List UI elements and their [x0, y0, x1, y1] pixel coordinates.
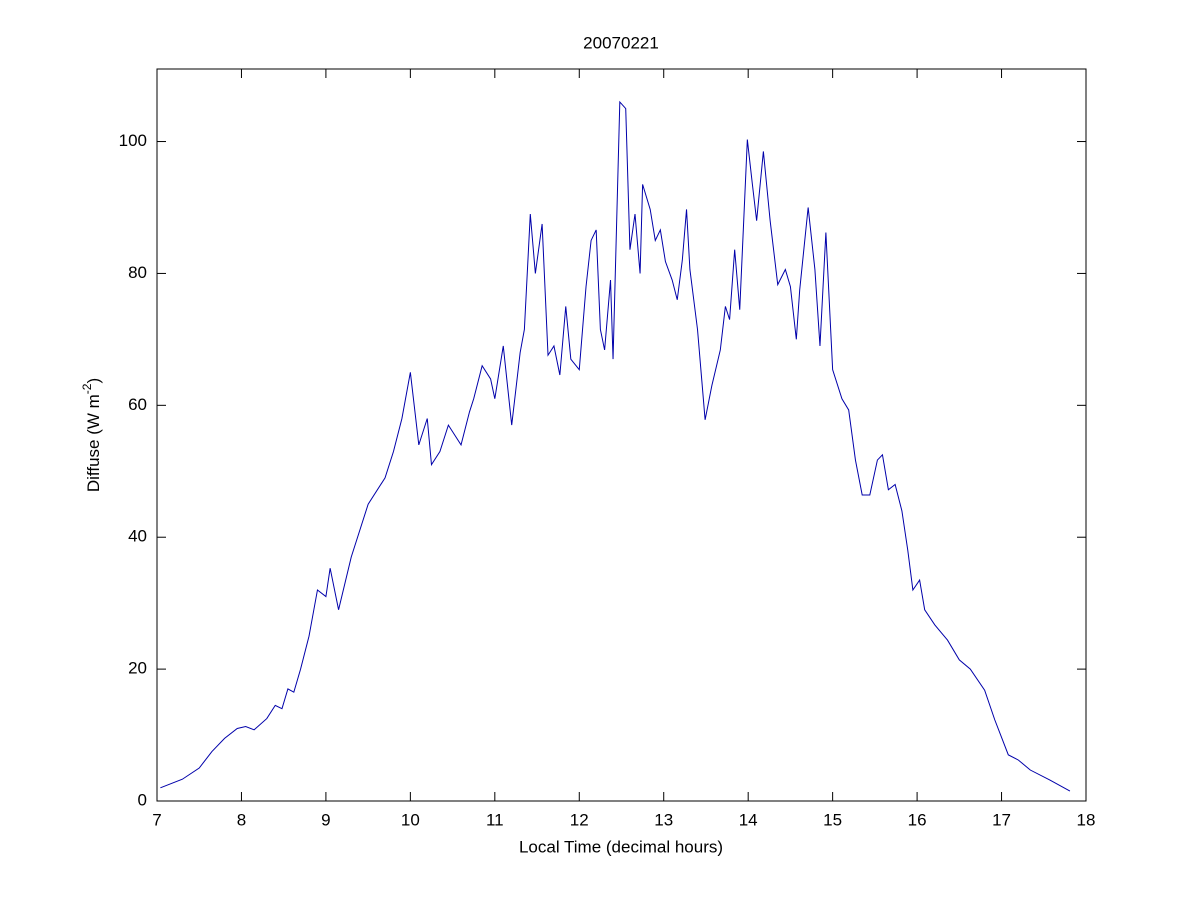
- x-tick-label: 17: [992, 810, 1011, 829]
- y-tick-label: 20: [128, 659, 147, 678]
- y-tick-label: 0: [138, 790, 147, 809]
- y-axis-label-sup: -2: [80, 383, 94, 394]
- x-axis-label: Local Time (decimal hours): [519, 837, 723, 856]
- x-tick-label: 14: [739, 810, 758, 829]
- x-tick-label: 8: [237, 810, 246, 829]
- x-tick-label: 7: [152, 810, 161, 829]
- x-tick-label: 13: [654, 810, 673, 829]
- x-tick-label: 18: [1077, 810, 1096, 829]
- x-tick-label: 9: [321, 810, 330, 829]
- x-tick-label: 11: [486, 810, 504, 829]
- y-axis-label: Diffuse (W m-2): [80, 378, 103, 492]
- y-tick-label: 60: [128, 395, 147, 414]
- x-tick-label: 10: [401, 810, 420, 829]
- y-tick-label: 80: [128, 263, 147, 282]
- y-axis-label-tail: ): [84, 378, 103, 384]
- x-tick-label: 12: [570, 810, 589, 829]
- y-axis-label-text: Diffuse (W m: [84, 394, 103, 492]
- x-tick-label: 16: [908, 810, 927, 829]
- data-line: [160, 100, 1071, 792]
- plot-frame: [156, 68, 1087, 802]
- chart-title: 20070221: [583, 33, 659, 52]
- y-tick-label: 40: [128, 527, 147, 546]
- y-tick-label: 100: [119, 131, 147, 150]
- x-tick-label: 15: [823, 810, 842, 829]
